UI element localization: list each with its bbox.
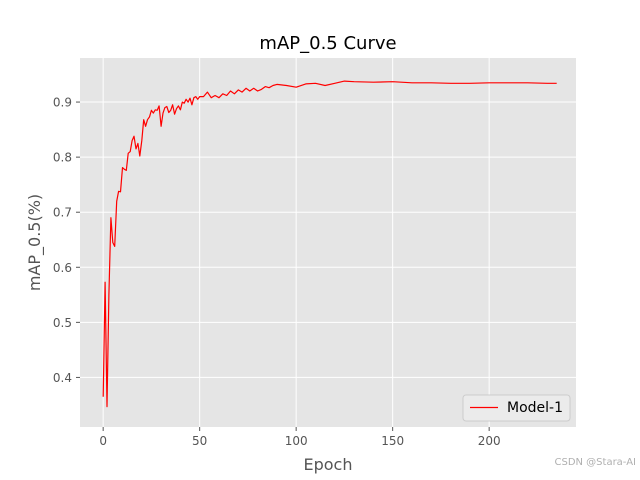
x-tick-label: 50 <box>192 434 207 448</box>
grid-lines <box>80 58 576 427</box>
plot-background <box>80 58 576 427</box>
y-axis-ticks: 0.4 0.5 0.6 0.7 0.8 0.9 <box>53 96 80 385</box>
x-tick-label: 150 <box>381 434 404 448</box>
chart-title: mAP_0.5 Curve <box>259 33 396 54</box>
y-tick-label: 0.7 <box>53 206 72 220</box>
legend-box <box>462 394 571 422</box>
y-axis-label: mAP_0.5(%) <box>25 194 45 291</box>
x-tick-label: 0 <box>99 434 107 448</box>
series-line-model-1 <box>102 80 557 408</box>
watermark: CSDN @Stara-AI <box>554 457 636 468</box>
x-tick-label: 100 <box>285 434 308 448</box>
y-tick-label: 0.9 <box>53 96 72 110</box>
legend-label-model-1: Model-1 <box>507 400 563 416</box>
x-axis-label: Epoch <box>304 455 353 474</box>
x-axis-ticks: 0 50 100 150 200 <box>99 427 501 448</box>
x-tick-label: 200 <box>478 434 501 448</box>
y-tick-label: 0.8 <box>53 151 72 165</box>
y-tick-label: 0.6 <box>53 261 72 275</box>
y-tick-label: 0.5 <box>53 316 72 330</box>
y-tick-label: 0.4 <box>53 371 72 385</box>
legend: Model-1 <box>462 394 571 422</box>
series-layer <box>102 80 557 408</box>
